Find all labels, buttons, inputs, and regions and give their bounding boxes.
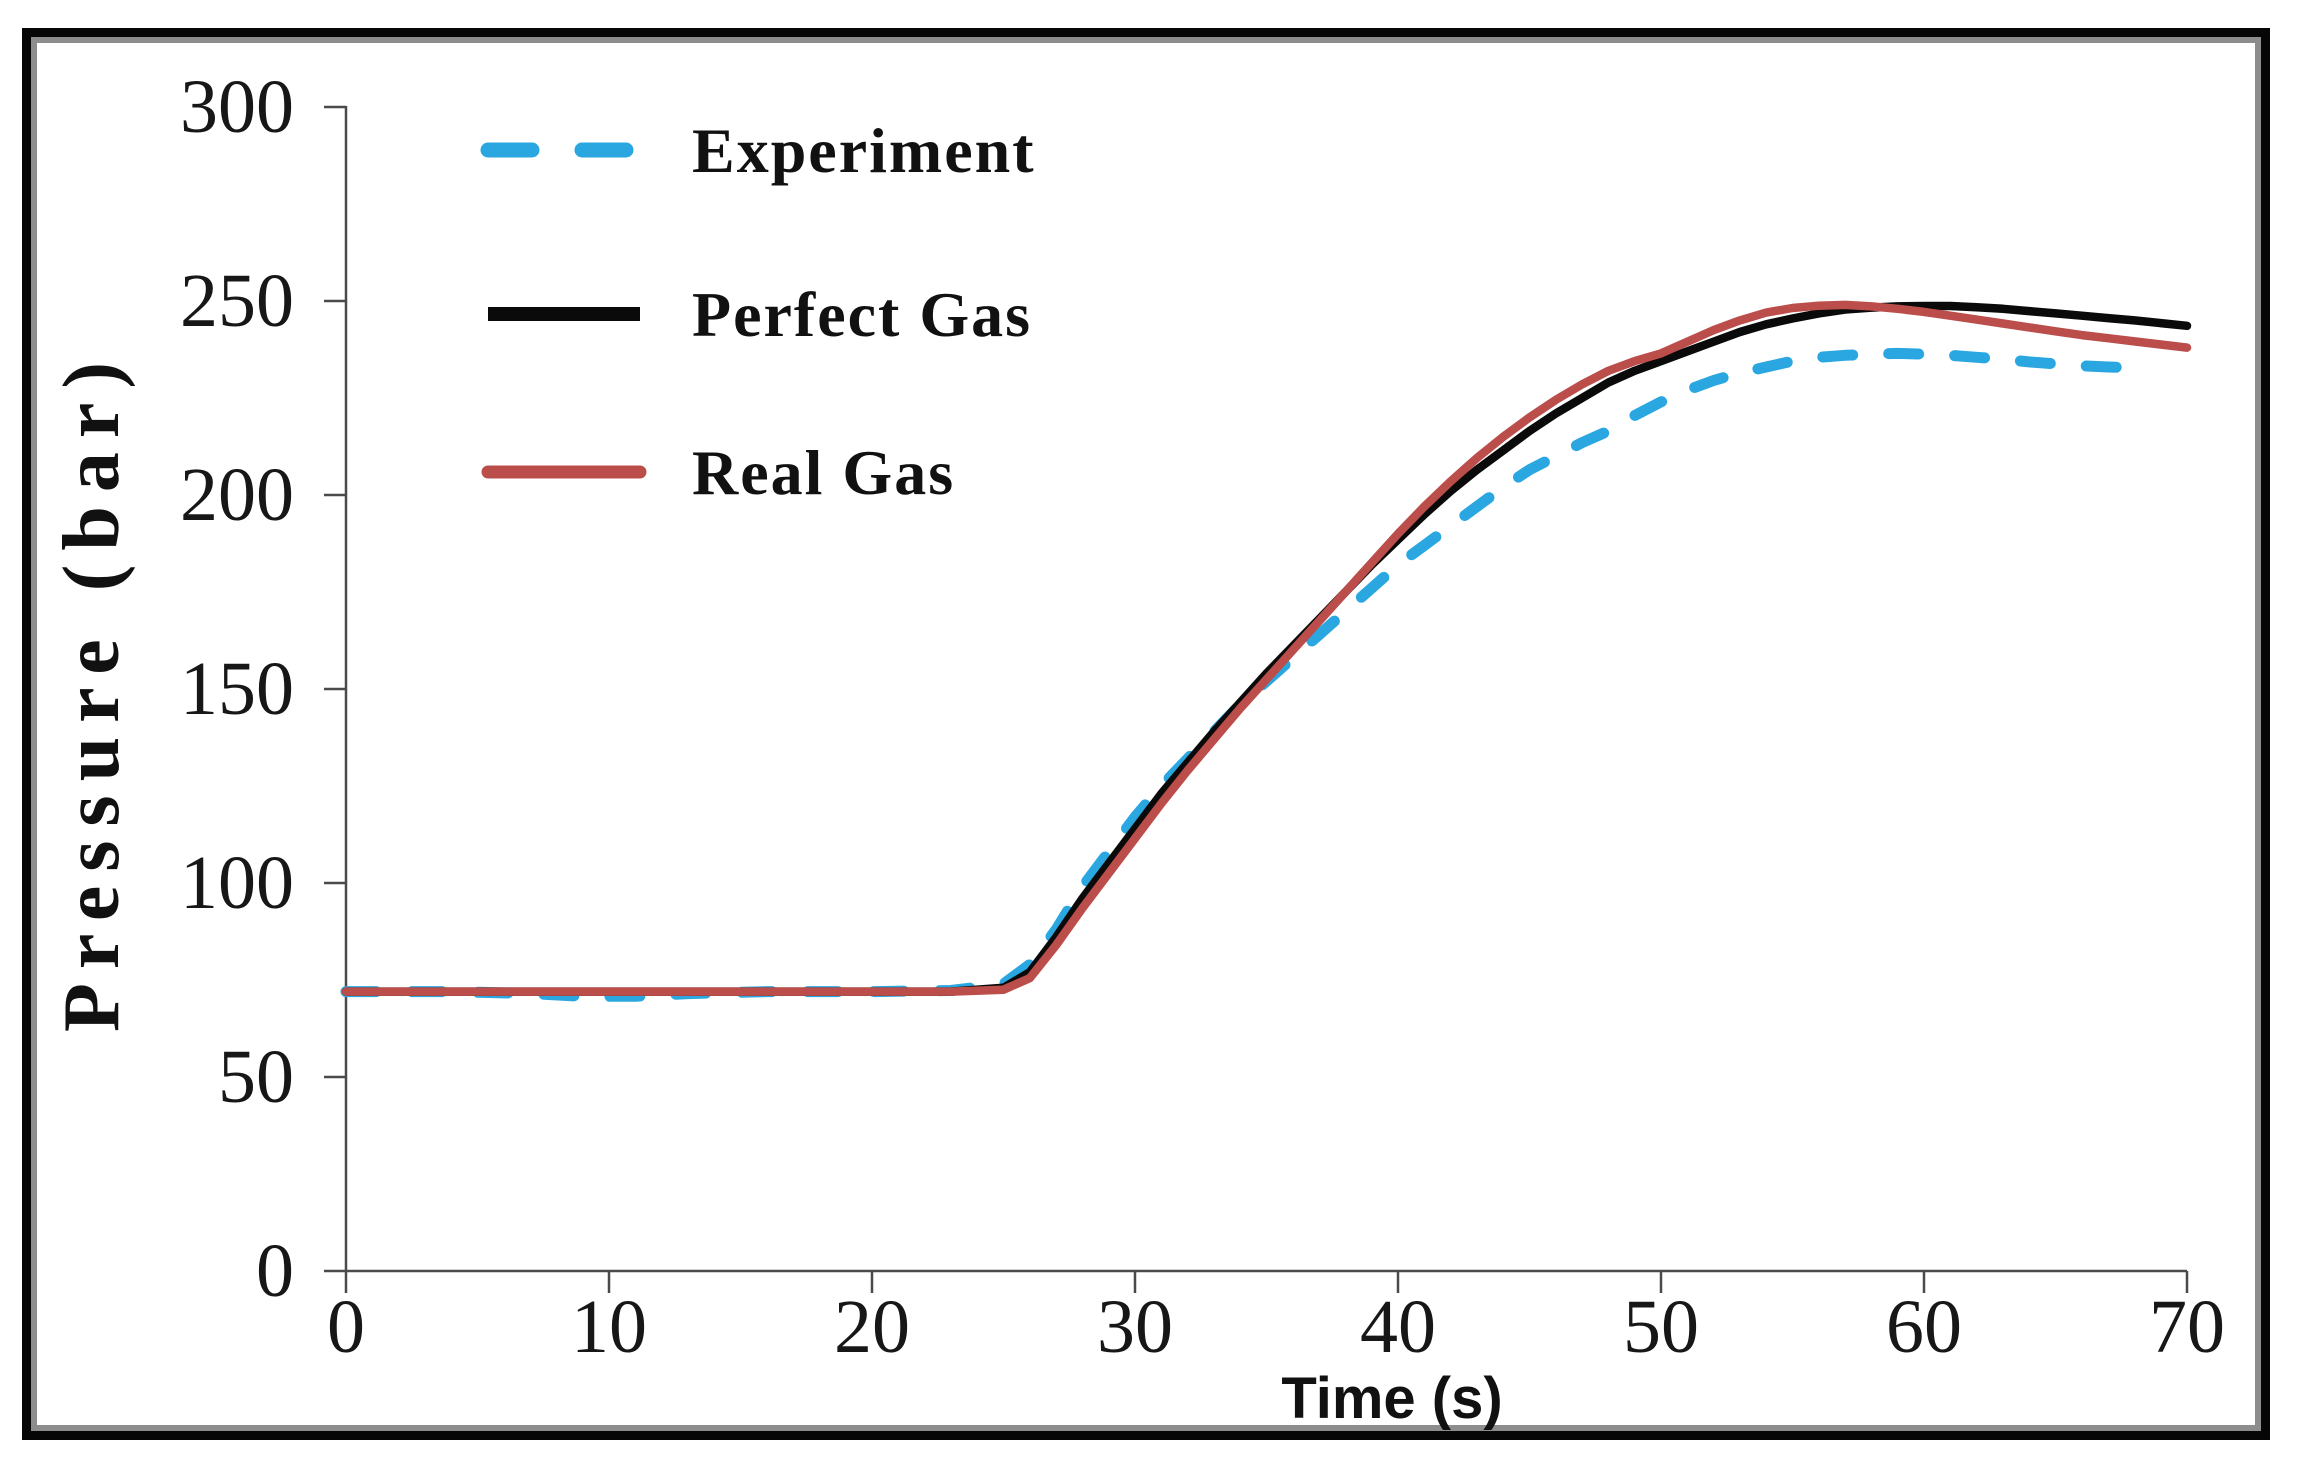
x-tick-label: 70	[2149, 1285, 2225, 1369]
legend: Experiment Perfect Gas Real Gas	[480, 115, 1036, 508]
x-tick-label: 40	[1360, 1285, 1436, 1369]
legend-label-real-gas: Real Gas	[692, 437, 955, 508]
y-tick-label: 300	[180, 65, 294, 149]
axes-group: 0 50 100 150 200 250 300 0 10 20 30 40 50 60 70	[180, 65, 2225, 1369]
x-tick-label: 20	[834, 1285, 910, 1369]
series-real-gas	[341, 300, 2192, 996]
y-tick-label: 250	[180, 259, 294, 343]
x-tick-label: 10	[571, 1285, 647, 1369]
figure-border	[22, 28, 2270, 1440]
y-tick-label: 0	[256, 1229, 294, 1313]
figure-inner-border	[31, 37, 2261, 1431]
legend-label-experiment: Experiment	[692, 115, 1036, 186]
y-tick-label: 50	[218, 1035, 294, 1119]
x-tick-label: 30	[1097, 1285, 1173, 1369]
series-perfect-gas	[341, 301, 2192, 996]
series-experiment	[340, 347, 2140, 1002]
x-axis-title: Time (s)	[1281, 1366, 1502, 1431]
x-tick-label: 50	[1623, 1285, 1699, 1369]
y-tick-label: 100	[180, 841, 294, 925]
y-tick-label: 200	[180, 453, 294, 537]
x-tick-label: 60	[1886, 1285, 1962, 1369]
y-axis-title: Pressure (bar)	[48, 348, 136, 1032]
y-tick-label: 150	[180, 647, 294, 731]
series-group	[340, 300, 2192, 1002]
x-tick-label: 0	[327, 1285, 365, 1369]
legend-label-perfect-gas: Perfect Gas	[692, 279, 1032, 350]
